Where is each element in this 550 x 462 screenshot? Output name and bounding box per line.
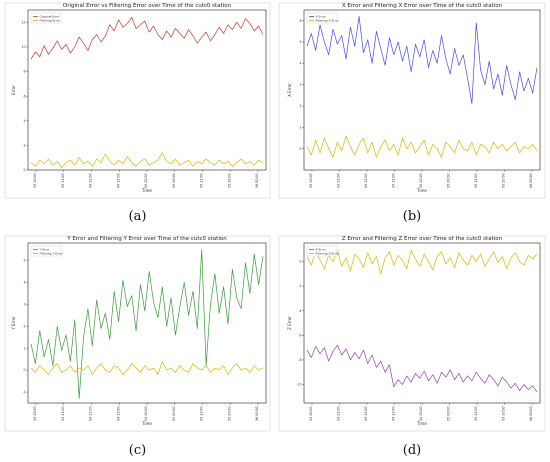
x-tick-label: 05 00:00 [172,174,176,188]
chart-2: X Error and Filtering X Error over Time … [279,3,545,224]
y-tick-label: 5 [23,259,25,263]
x-axis-label: Time [141,421,152,426]
y-axis-label: Z Error [287,316,292,330]
y-axis-label: Y Error [11,316,16,331]
x-tick-label: 04 12:00 [116,174,120,188]
y-tick-label: 4 [299,61,301,65]
y-tick-label: -2 [298,284,301,288]
figure-frame [5,236,270,431]
chart-title: Z Error and Filtering Z Error over Time … [342,236,503,242]
x-tick-label: 05 20:00 [502,407,506,421]
panel-label: (d) [403,443,421,458]
y-tick-label: 8 [23,70,25,74]
y-tick-label: 4 [23,281,25,285]
chart-title: X Error and Filtering X Error over Time … [342,3,503,9]
x-tick-label: 04 20:00 [144,407,148,421]
x-tick-label: 06 00:00 [529,174,533,188]
y-tick-label: 2 [23,324,25,328]
y-axis-label: Error [11,85,16,95]
panel-label: (a) [129,209,147,224]
x-axis-label: Time [416,188,427,193]
y-axis-label: X Error [287,83,292,97]
x-tick-label: 05 00:00 [447,407,451,421]
y-tick-label: -1 [22,390,25,394]
x-tick-label: 03 20:00 [309,174,313,188]
panel-label: (b) [403,209,421,224]
x-tick-label: 03 20:00 [309,407,313,421]
y-tick-label: 12 [21,20,25,24]
x-tick-label: 05 20:00 [227,174,231,188]
x-tick-label: 05 20:00 [227,407,231,421]
x-tick-label: 04 12:00 [364,174,368,188]
x-tick-label: 04 20:00 [419,174,423,188]
x-tick-label: 04 12:00 [392,174,396,188]
x-tick-label: 04 20:00 [144,174,148,188]
y-tick-label: 0 [299,260,301,264]
y-tick-label: -4 [298,309,301,313]
chart-title: Original Error vs Filtering Error over T… [63,3,232,9]
x-tick-label: 04 12:00 [364,407,368,421]
x-axis-label: Time [416,421,427,426]
legend-entry: Filtering Y Error [40,252,64,256]
panel-label: (c) [129,443,146,458]
x-tick-label: 06 00:00 [255,174,259,188]
x-tick-label: 05 12:00 [200,174,204,188]
x-tick-label: 03 20:00 [33,174,37,188]
x-tick-label: 04 20:00 [419,407,423,421]
chart-4: Z Error and Filtering Z Error over Time … [279,236,545,458]
x-tick-label: 03 20:00 [33,407,37,421]
x-tick-label: 05 12:00 [200,407,204,421]
x-tick-label: 06 00:00 [529,407,533,421]
y-tick-label: 4 [23,119,25,123]
chart-1: Original Error vs Filtering Error over T… [5,3,270,224]
legend-entry: Filtering Error [40,19,61,23]
y-tick-label: 1 [23,346,25,350]
x-tick-label: 06 00:00 [255,407,259,421]
x-axis-label: Time [141,188,152,193]
y-tick-label: 3 [23,302,25,306]
y-tick-label: 2 [299,104,301,108]
legend: Original ErrorFiltering Error [31,13,61,23]
figure-frame [5,3,270,198]
x-tick-label: 03 21:00 [61,174,65,188]
y-tick-label: 10 [21,45,25,49]
y-tick-label: 1 [299,125,301,129]
chart-title: Y Error and Filtering Y Error over Time … [66,236,227,242]
x-tick-label: 04 12:00 [392,407,396,421]
x-tick-label: 03 21:00 [61,407,65,421]
y-tick-label: 0 [23,368,25,372]
y-tick-label: 3 [299,83,301,87]
y-tick-label: 0 [23,168,25,172]
x-tick-label: 05 12:00 [474,407,478,421]
x-tick-label: 04 12:00 [116,407,120,421]
y-tick-label: 6 [299,19,301,23]
x-tick-label: 05 00:00 [172,407,176,421]
x-tick-label: 03 21:00 [337,174,341,188]
x-tick-label: 05 00:00 [447,174,451,188]
x-tick-label: 04 12:00 [89,174,93,188]
y-tick-label: 5 [299,40,301,44]
x-tick-label: 04 12:00 [89,407,93,421]
y-tick-label: -6 [298,333,301,337]
legend-entry: Filtering X Error [316,19,340,23]
y-tick-label: 0 [299,147,301,151]
y-tick-label: -8 [298,358,301,362]
x-tick-label: 05 20:00 [502,174,506,188]
y-tick-label: 2 [23,143,25,147]
y-tick-label: -10 [296,383,301,387]
x-tick-label: 03 21:00 [337,407,341,421]
x-tick-label: 05 12:00 [474,174,478,188]
y-tick-label: 6 [23,94,25,98]
chart-3: Y Error and Filtering Y Error over Time … [5,236,270,458]
legend-entry: Filtering Z Error [316,252,340,256]
